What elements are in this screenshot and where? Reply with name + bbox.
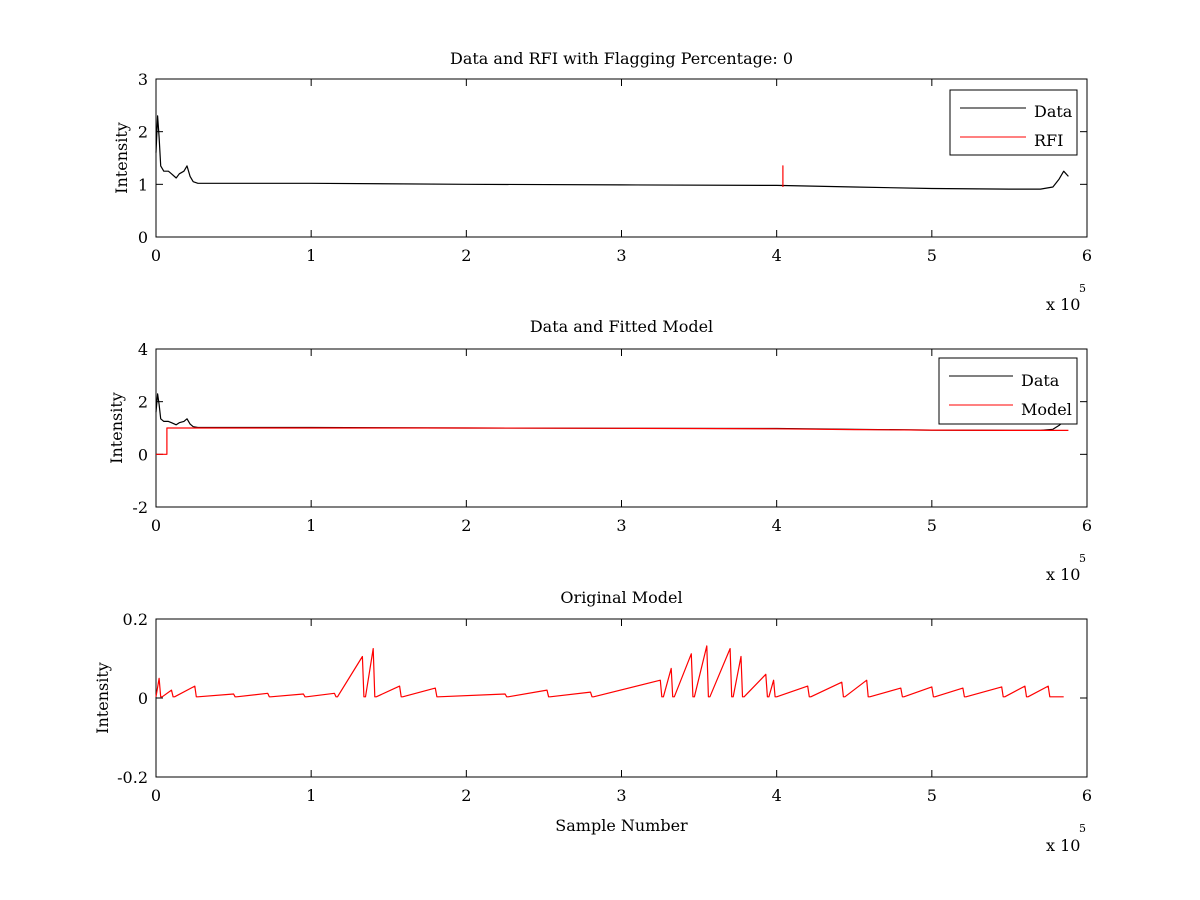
multiplier-base: x 10 bbox=[1046, 295, 1080, 314]
x-tick-label: 4 bbox=[772, 786, 782, 805]
x-tick-label: 4 bbox=[772, 516, 782, 535]
x-tick-label: 2 bbox=[461, 246, 471, 265]
y-tick-label: 0 bbox=[138, 445, 148, 464]
y-axis-label: Intensity bbox=[112, 122, 131, 194]
y-tick-label: -2 bbox=[132, 498, 148, 517]
axes-box bbox=[155, 618, 1088, 778]
x-ticks: 0 1 2 3 4 5 6 bbox=[151, 349, 1092, 535]
legend: Data Model bbox=[938, 357, 1078, 425]
x-tick-label: 3 bbox=[616, 786, 626, 805]
x-tick-label: 1 bbox=[306, 246, 316, 265]
x-tick-label: 6 bbox=[1082, 246, 1092, 265]
chart-title: Data and RFI with Flagging Percentage: 0 bbox=[450, 49, 793, 68]
x-axis-label: Sample Number bbox=[555, 816, 688, 835]
x-tick-label: 5 bbox=[927, 786, 937, 805]
x-tick-label: 0 bbox=[151, 516, 161, 535]
x-tick-label: 6 bbox=[1082, 516, 1092, 535]
multiplier-base: x 10 bbox=[1046, 565, 1080, 584]
legend-label-data: Data bbox=[1021, 371, 1060, 390]
x-ticks: 0 1 2 3 4 5 6 bbox=[151, 79, 1092, 265]
x-tick-label: 2 bbox=[461, 786, 471, 805]
multiplier-base: x 10 bbox=[1046, 836, 1080, 855]
series-line-0 bbox=[155, 645, 1064, 698]
multiplier-exponent: 5 bbox=[1079, 552, 1086, 565]
x-tick-label: 4 bbox=[772, 246, 782, 265]
y-tick-label: 2 bbox=[138, 123, 148, 142]
x-tick-label: 6 bbox=[1082, 786, 1092, 805]
series-line-1 bbox=[156, 427, 1069, 455]
plot-lines bbox=[155, 645, 1064, 698]
x-tick-label: 5 bbox=[927, 246, 937, 265]
y-ticks: 0 1 2 3 bbox=[138, 70, 1087, 247]
y-ticks: -2 0 2 4 bbox=[132, 340, 1087, 517]
legend-label-rfi: RFI bbox=[1034, 131, 1063, 150]
y-axis-label: Intensity bbox=[107, 392, 126, 464]
y-tick-label: 1 bbox=[138, 175, 148, 194]
y-ticks: -0.2 0 0.2 bbox=[117, 610, 1087, 787]
legend: Data RFI bbox=[949, 89, 1078, 156]
legend-label-data: Data bbox=[1034, 102, 1073, 121]
panel-original-model: Original Model Intensity Sample Number 0… bbox=[93, 588, 1092, 855]
y-tick-label: 0 bbox=[138, 228, 148, 247]
plot-lines bbox=[155, 115, 1069, 190]
y-tick-label: 3 bbox=[138, 70, 148, 89]
x-tick-label: 0 bbox=[151, 786, 161, 805]
x-tick-label: 5 bbox=[927, 516, 937, 535]
legend-label-model: Model bbox=[1021, 400, 1072, 419]
plot-lines bbox=[155, 393, 1069, 455]
x-tick-label: 3 bbox=[616, 516, 626, 535]
y-tick-label: 2 bbox=[138, 393, 148, 412]
y-tick-label: 0.2 bbox=[123, 610, 148, 629]
multiplier-exponent: 5 bbox=[1079, 822, 1086, 835]
series-line-0 bbox=[155, 115, 1069, 190]
y-tick-label: 4 bbox=[138, 340, 148, 359]
axes-box bbox=[155, 78, 1088, 238]
x-tick-label: 2 bbox=[461, 516, 471, 535]
x-tick-label: 1 bbox=[306, 516, 316, 535]
chart-title: Original Model bbox=[560, 588, 682, 607]
x-tick-label: 0 bbox=[151, 246, 161, 265]
multiplier-exponent: 5 bbox=[1079, 282, 1086, 295]
x-multiplier: x 10 5 bbox=[1046, 822, 1086, 855]
y-tick-label: -0.2 bbox=[117, 768, 148, 787]
legend-box bbox=[938, 357, 1078, 425]
panel-data-rfi: Data and RFI with Flagging Percentage: 0… bbox=[112, 49, 1092, 314]
x-multiplier: x 10 5 bbox=[1046, 282, 1086, 314]
x-tick-label: 1 bbox=[306, 786, 316, 805]
y-tick-label: 0 bbox=[138, 689, 148, 708]
chart-title: Data and Fitted Model bbox=[530, 317, 713, 336]
y-axis-label: Intensity bbox=[93, 662, 112, 734]
legend-box bbox=[949, 89, 1078, 156]
x-ticks: 0 1 2 3 4 5 6 bbox=[151, 619, 1092, 805]
x-multiplier: x 10 5 bbox=[1046, 552, 1086, 584]
x-tick-label: 3 bbox=[616, 246, 626, 265]
